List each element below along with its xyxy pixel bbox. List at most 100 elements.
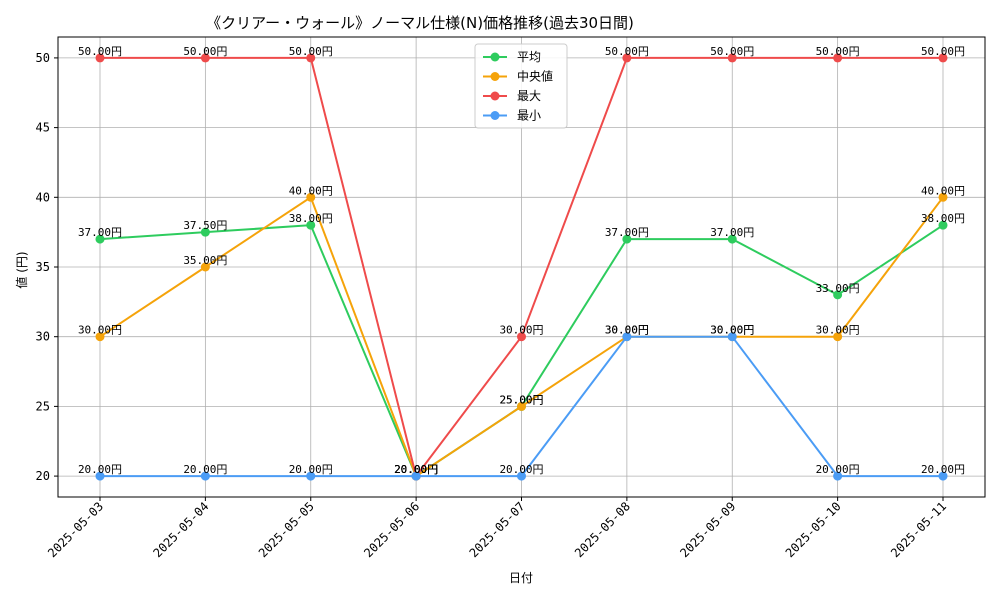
data-point [95, 471, 105, 481]
y-tick-label: 45 [36, 121, 50, 135]
y-tick-label: 30 [36, 330, 50, 344]
data-label: 50.00円 [816, 45, 860, 58]
data-label: 50.00円 [921, 45, 965, 58]
data-label: 50.00円 [605, 45, 649, 58]
data-label: 30.00円 [499, 324, 543, 337]
legend-label: 平均 [517, 50, 541, 64]
data-point [95, 53, 105, 63]
data-label: 20.00円 [394, 463, 438, 476]
data-point [833, 290, 843, 300]
data-label: 38.00円 [289, 212, 333, 225]
legend-item-中央値: 中央値 [483, 69, 553, 84]
data-point [411, 471, 421, 481]
legend-item-最大: 最大 [483, 89, 541, 103]
data-label: 20.00円 [394, 463, 438, 476]
data-point [95, 234, 105, 244]
legend-label: 最小 [517, 109, 541, 123]
x-axis-label: 日付 [509, 571, 533, 585]
legend-marker [490, 72, 500, 81]
data-label: 50.00円 [78, 45, 122, 58]
data-label: 37.00円 [710, 226, 754, 239]
data-label: 20.00円 [499, 463, 543, 476]
series-最大 [95, 53, 948, 481]
data-point [200, 262, 210, 272]
x-tick-label: 2025-05-06 [361, 499, 422, 560]
legend-label: 中央値 [517, 69, 553, 84]
data-label: 37.00円 [605, 226, 649, 239]
data-point [727, 53, 737, 63]
series-layer [95, 53, 948, 481]
data-label: 30.00円 [78, 324, 122, 337]
x-tick-label: 2025-05-05 [256, 499, 317, 560]
data-label: 30.00円 [605, 324, 649, 337]
legend-marker [490, 111, 500, 120]
data-label: 20.00円 [394, 463, 438, 476]
data-label: 20.00円 [394, 463, 438, 476]
data-point [95, 332, 105, 342]
y-axis-label: 値 (円) [14, 251, 29, 288]
data-point [306, 220, 316, 230]
x-tick-label: 2025-05-09 [677, 499, 738, 560]
data-point [833, 332, 843, 342]
y-tick-label: 35 [36, 260, 50, 274]
grid [58, 37, 985, 497]
data-label: 40.00円 [921, 184, 965, 197]
data-label: 20.00円 [921, 463, 965, 476]
x-tick-label: 2025-05-07 [467, 499, 528, 560]
x-tick-label: 2025-05-11 [888, 499, 949, 560]
data-label: 35.00円 [183, 254, 227, 267]
data-point [938, 220, 948, 230]
data-point [833, 471, 843, 481]
legend-item-平均: 平均 [483, 50, 541, 64]
data-point [727, 332, 737, 342]
legend-marker [490, 91, 500, 101]
data-label: 33.00円 [816, 282, 860, 295]
data-point [938, 471, 948, 481]
data-point [200, 471, 210, 481]
data-point [306, 192, 316, 202]
data-label: 20.00円 [78, 463, 122, 476]
data-point [622, 53, 632, 63]
x-tick-label: 2025-05-03 [45, 499, 106, 560]
data-point [306, 471, 316, 481]
data-label: 50.00円 [183, 45, 227, 58]
data-label: 37.00円 [78, 226, 122, 239]
legend-item-最小: 最小 [483, 109, 541, 123]
data-point [727, 234, 737, 244]
data-labels-layer: 37.00円 37.50円 38.00円 20.00円 25.00円 37.00円 37.0… [78, 45, 965, 476]
y-tick-label: 40 [36, 190, 50, 204]
y-tick-label: 20 [36, 469, 50, 483]
series-最小 [95, 332, 948, 481]
data-label: 25.00円 [499, 393, 543, 406]
data-label: 30.00円 [710, 324, 754, 337]
data-point [517, 401, 526, 411]
data-label: 25.00円 [499, 393, 543, 406]
data-point [622, 332, 632, 342]
y-tick-label: 25 [36, 399, 50, 413]
data-label: 50.00円 [710, 45, 754, 58]
data-label: 50.00円 [289, 45, 333, 58]
data-point [622, 234, 632, 244]
data-point [306, 53, 316, 63]
data-point [200, 227, 210, 237]
data-point [200, 53, 210, 63]
x-tick-label: 2025-05-04 [151, 499, 212, 560]
data-label: 30.00円 [605, 324, 649, 337]
y-tick-label: 50 [36, 51, 50, 65]
data-label: 38.00円 [921, 212, 965, 225]
data-point [517, 332, 526, 342]
data-point [938, 53, 948, 63]
legend-marker [490, 52, 500, 62]
data-label: 30.00円 [710, 324, 754, 337]
data-point [833, 53, 843, 63]
legend-box [474, 43, 568, 129]
legend-label: 最大 [517, 89, 541, 103]
x-tick-label: 2025-05-10 [783, 499, 844, 560]
data-label: 30.00円 [816, 324, 860, 337]
data-label: 20.00円 [183, 463, 227, 476]
data-label: 40.00円 [289, 184, 333, 197]
data-point [517, 471, 526, 481]
